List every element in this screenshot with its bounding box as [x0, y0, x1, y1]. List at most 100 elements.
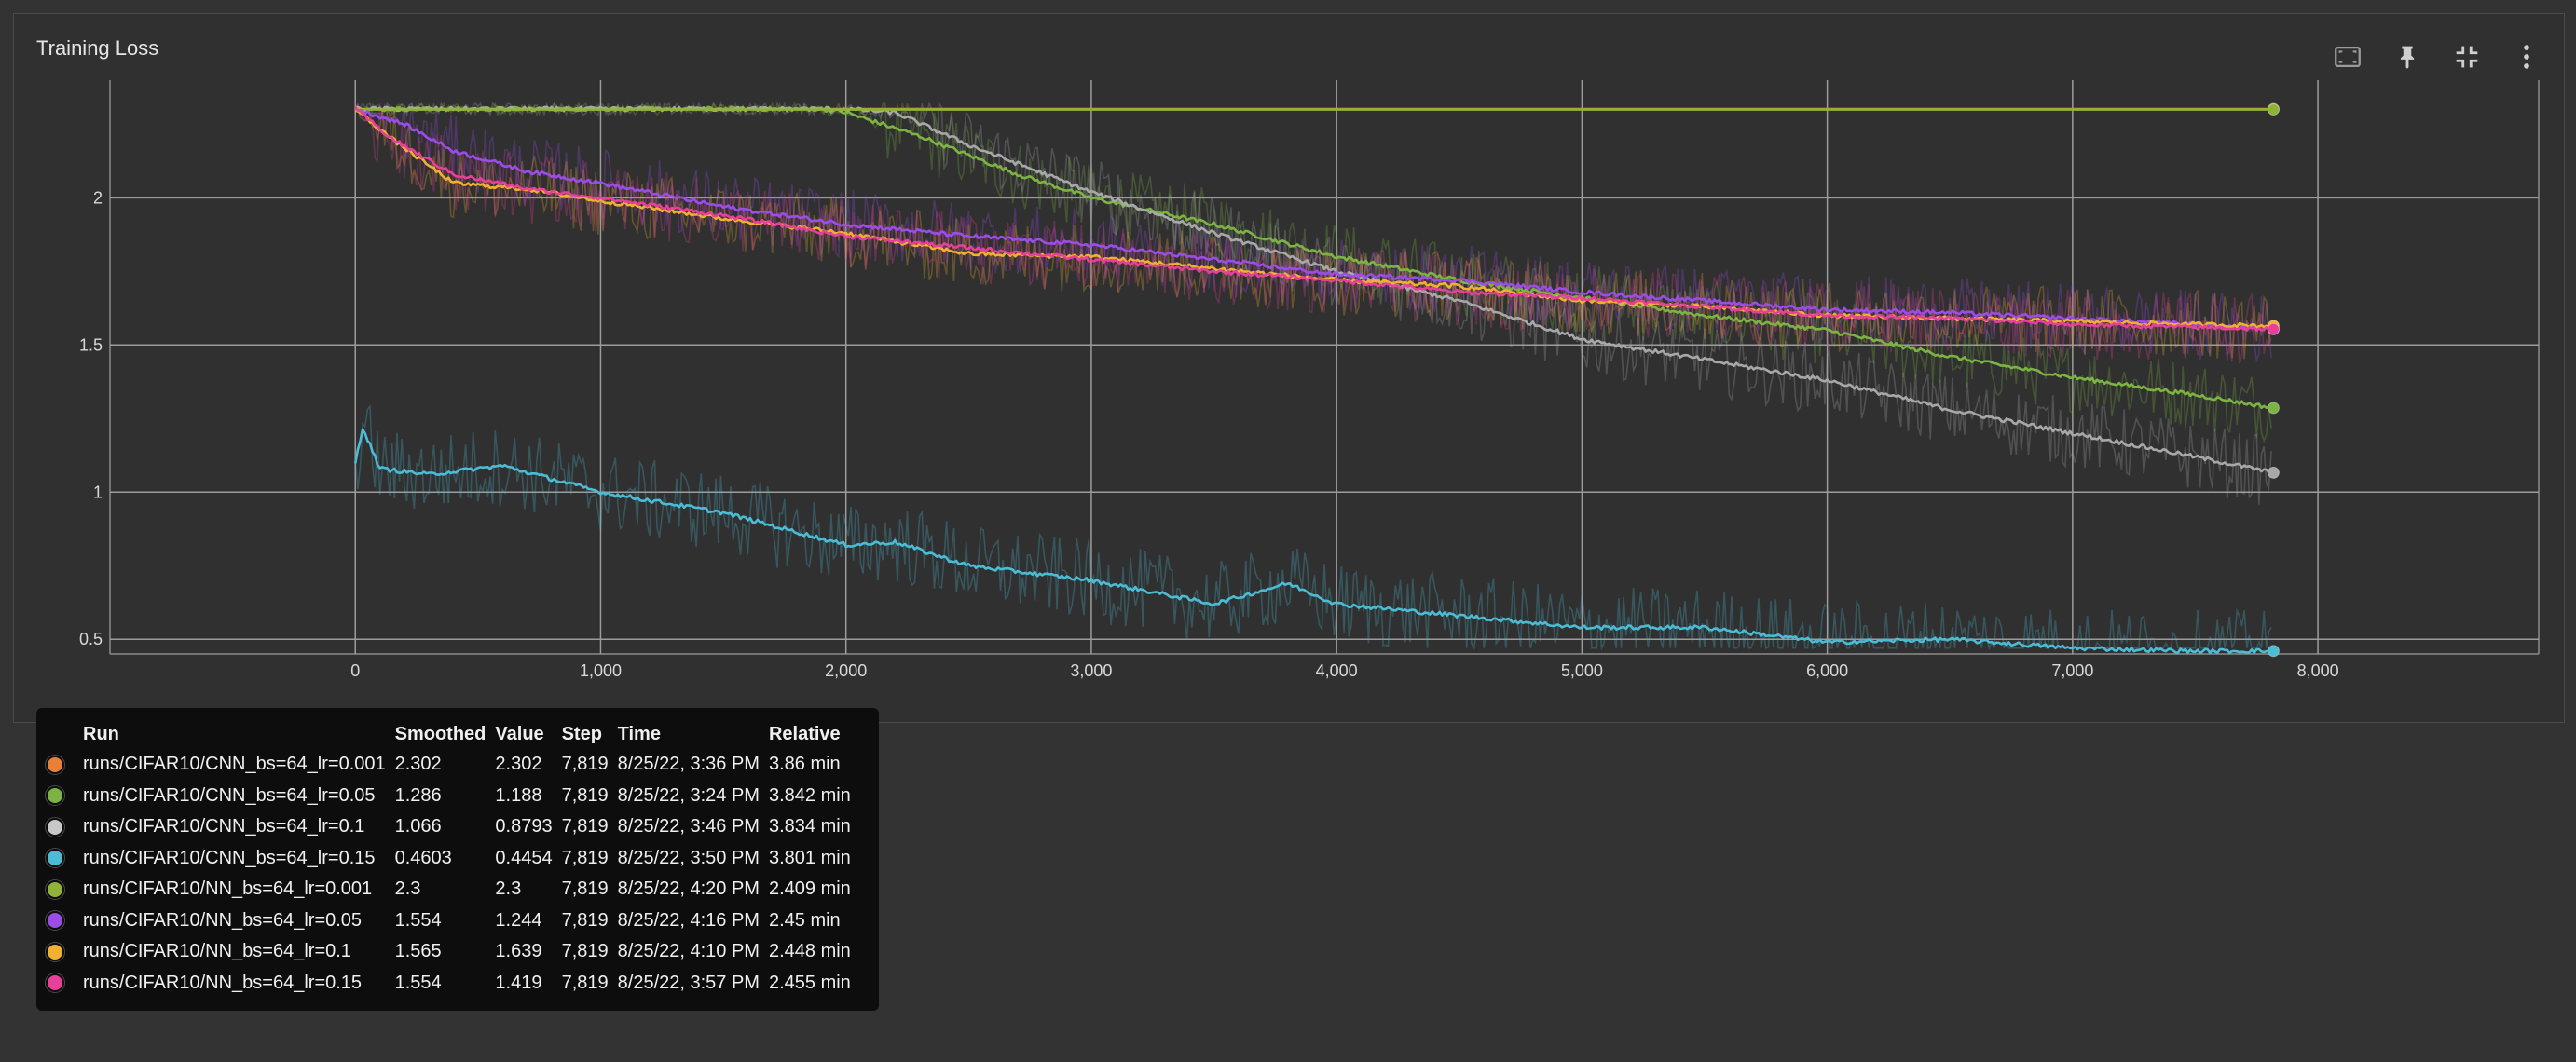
- legend-table: Run Smoothed Value Step Time Relative ru…: [46, 719, 860, 999]
- fit-domain-icon: [2335, 46, 2361, 68]
- legend-header-row: Run Smoothed Value Step Time Relative: [46, 719, 860, 749]
- legend-relative: 3.86 min: [768, 754, 841, 775]
- legend-run-name: runs/CIFAR10/CNN_bs=64_lr=0.1: [83, 816, 365, 837]
- legend-time: 8/25/22, 3:50 PM: [617, 847, 760, 868]
- legend-smoothed-value: 1.554: [394, 972, 442, 993]
- more-options-button[interactable]: [2502, 33, 2551, 81]
- legend-time: 8/25/22, 3:36 PM: [617, 754, 760, 775]
- series-endpoint-marker: [2267, 103, 2280, 116]
- series-line: [354, 105, 2274, 410]
- legend-value: 1.188: [495, 784, 542, 806]
- legend-smoothed-value: 2.302: [394, 754, 442, 775]
- series-color-dot: [46, 974, 64, 993]
- legend-step: 7,819: [561, 941, 609, 962]
- legend-step: 7,819: [561, 909, 609, 931]
- legend-relative: 3.801 min: [768, 847, 851, 868]
- legend-smoothed-value: 1.066: [394, 816, 442, 837]
- series-color-dot: [46, 942, 64, 961]
- legend-relative: 2.455 min: [768, 972, 851, 993]
- series-color-dot: [46, 849, 64, 868]
- x-tick-label: 5,000: [1561, 661, 1603, 680]
- axis-ticks: 0 1,000 2,000 3,000 4,000 5,000 6,000 7,000 8,00…: [79, 188, 2339, 680]
- grid: [109, 80, 2540, 655]
- more-vert-icon: [2524, 45, 2529, 69]
- legend-step: 7,819: [561, 754, 609, 775]
- legend-header-run: Run: [83, 723, 119, 744]
- legend-row: runs/CIFAR10/NN_bs=64_lr=0.15 1.554 1.419 7…: [46, 968, 860, 1000]
- card-toolbar: [2323, 33, 2551, 81]
- legend-value: 0.4454: [495, 847, 553, 868]
- legend-row: runs/CIFAR10/CNN_bs=64_lr=0.15 0.4603 0.44…: [46, 843, 860, 875]
- x-tick-label: 0: [350, 661, 360, 680]
- legend-time: 8/25/22, 4:10 PM: [617, 941, 760, 962]
- series-color-dot: [46, 879, 64, 899]
- legend-smoothed-value: 1.554: [394, 909, 442, 931]
- legend-row: runs/CIFAR10/CNN_bs=64_lr=0.05 1.286 1.188…: [46, 781, 860, 812]
- legend-step: 7,819: [561, 816, 609, 837]
- legend-time: 8/25/22, 3:46 PM: [617, 816, 760, 837]
- legend-value: 0.8793: [495, 816, 553, 837]
- legend-time: 8/25/22, 3:57 PM: [617, 972, 760, 993]
- x-tick-label: 1,000: [580, 661, 622, 680]
- legend-value: 2.302: [495, 754, 542, 775]
- x-tick-label: 8,000: [2297, 661, 2339, 680]
- series-color-dot: [46, 755, 64, 774]
- legend-run-name: runs/CIFAR10/CNN_bs=64_lr=0.001: [83, 754, 386, 775]
- pin-button[interactable]: [2383, 33, 2432, 81]
- series-color-dot: [46, 817, 64, 837]
- series-color-dot: [46, 786, 64, 806]
- legend-row: runs/CIFAR10/NN_bs=64_lr=0.001 2.3 2.3 7,81…: [46, 874, 860, 905]
- x-tick-label: 2,000: [825, 661, 867, 680]
- x-tick-label: 7,000: [2051, 661, 2093, 680]
- line-chart[interactable]: 0 1,000 2,000 3,000 4,000 5,000 6,000 7,000 8,00…: [0, 0, 2576, 736]
- raw-line: [354, 101, 2272, 505]
- legend-smoothed-value: 2.3: [394, 878, 421, 900]
- legend-step: 7,819: [561, 784, 609, 806]
- y-tick-label: 2: [93, 188, 103, 207]
- legend-run-name: runs/CIFAR10/CNN_bs=64_lr=0.05: [83, 784, 376, 806]
- raw-line: [354, 103, 2272, 364]
- raw-line: [354, 102, 2272, 363]
- legend-run-name: runs/CIFAR10/NN_bs=64_lr=0.05: [83, 909, 363, 931]
- legend-relative: 2.409 min: [768, 878, 851, 900]
- legend-row: runs/CIFAR10/NN_bs=64_lr=0.1 1.565 1.639 7,…: [46, 936, 860, 968]
- collapse-icon: [2456, 46, 2478, 68]
- series-endpoint-marker: [2267, 402, 2280, 415]
- chart-title: Training Loss: [36, 36, 159, 60]
- legend-value: 2.3: [495, 878, 522, 900]
- legend-value: 1.639: [495, 941, 542, 962]
- legend-smoothed-value: 0.4603: [394, 847, 452, 868]
- y-tick-label: 0.5: [79, 630, 103, 648]
- legend-run-name: runs/CIFAR10/CNN_bs=64_lr=0.15: [83, 847, 376, 868]
- series-endpoint-marker: [2267, 466, 2280, 479]
- legend-time: 8/25/22, 4:16 PM: [617, 909, 760, 931]
- legend-smoothed-value: 1.286: [394, 784, 442, 806]
- legend-run-name: runs/CIFAR10/NN_bs=64_lr=0.15: [83, 972, 363, 993]
- legend-run-name: runs/CIFAR10/NN_bs=64_lr=0.001: [83, 878, 373, 900]
- fit-domain-button[interactable]: [2323, 33, 2372, 81]
- legend-time: 8/25/22, 3:24 PM: [617, 784, 760, 806]
- legend-relative: 2.448 min: [768, 941, 851, 962]
- legend-row: runs/CIFAR10/NN_bs=64_lr=0.05 1.554 1.244 7…: [46, 905, 860, 937]
- y-tick-label: 1: [93, 483, 103, 501]
- series-line: [353, 428, 2274, 655]
- legend-row: runs/CIFAR10/CNN_bs=64_lr=0.001 2.302 2.30…: [46, 749, 860, 781]
- legend-relative: 3.842 min: [768, 784, 851, 806]
- legend-time: 8/25/22, 4:20 PM: [617, 878, 760, 900]
- legend-smoothed-value: 1.565: [394, 941, 442, 962]
- x-tick-label: 4,000: [1316, 661, 1358, 680]
- legend-relative: 3.834 min: [768, 816, 851, 837]
- legend-header-step: Step: [561, 723, 602, 744]
- series-line: [354, 106, 2275, 333]
- legend-run-name: runs/CIFAR10/NN_bs=64_lr=0.1: [83, 941, 351, 962]
- legend-step: 7,819: [561, 847, 609, 868]
- chart-card: Training Loss: [13, 13, 2565, 723]
- raw-line: [354, 404, 2272, 651]
- legend-value: 1.244: [495, 909, 542, 931]
- tooltip-legend: Run Smoothed Value Step Time Relative ru…: [36, 708, 879, 1011]
- x-tick-label: 3,000: [1070, 661, 1112, 680]
- collapse-button[interactable]: [2443, 33, 2491, 81]
- legend-step: 7,819: [561, 878, 609, 900]
- legend-value: 1.419: [495, 972, 542, 993]
- series-color-dot: [46, 911, 64, 931]
